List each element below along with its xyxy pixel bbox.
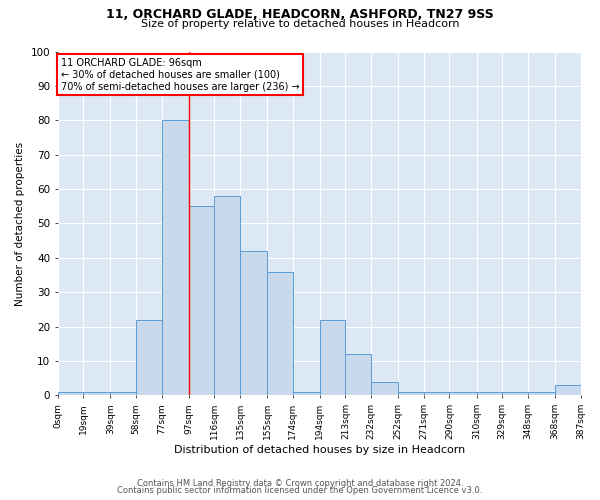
Bar (58, 392, 83, 396)
Text: Size of property relative to detached houses in Headcorn: Size of property relative to detached ho… (141, 19, 459, 29)
Text: Contains public sector information licensed under the Open Government Licence v3: Contains public sector information licen… (118, 486, 482, 495)
Bar (346, 354, 371, 396)
Bar (162, 120, 189, 396)
Bar (293, 392, 320, 396)
Bar (320, 320, 346, 396)
Y-axis label: Number of detached properties: Number of detached properties (15, 142, 25, 306)
Bar (136, 320, 162, 396)
Text: 11 ORCHARD GLADE: 96sqm
← 30% of detached houses are smaller (100)
70% of semi-d: 11 ORCHARD GLADE: 96sqm ← 30% of detache… (61, 58, 299, 92)
Bar (424, 392, 449, 396)
Bar (555, 385, 581, 396)
Bar (398, 392, 424, 396)
Text: Contains HM Land Registry data © Crown copyright and database right 2024.: Contains HM Land Registry data © Crown c… (137, 478, 463, 488)
Bar (476, 392, 502, 396)
X-axis label: Distribution of detached houses by size in Headcorn: Distribution of detached houses by size … (173, 445, 465, 455)
Bar (528, 392, 555, 396)
Bar (449, 392, 476, 396)
Bar (502, 392, 528, 396)
Bar (189, 206, 214, 396)
Bar (267, 272, 293, 396)
Bar (371, 382, 398, 396)
Bar (214, 196, 240, 396)
Bar (110, 392, 136, 396)
Bar (83, 392, 110, 396)
Bar (240, 251, 267, 396)
Text: 11, ORCHARD GLADE, HEADCORN, ASHFORD, TN27 9SS: 11, ORCHARD GLADE, HEADCORN, ASHFORD, TN… (106, 8, 494, 20)
